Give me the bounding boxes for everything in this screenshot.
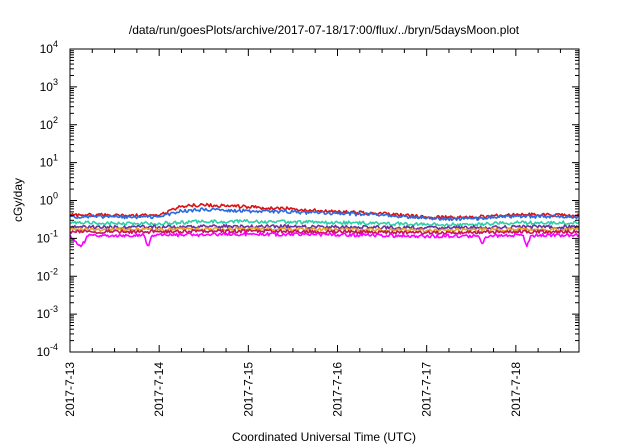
y-tick-base: 10 [40,42,54,56]
y-tick-base: 10 [40,118,54,132]
series-line-3 [69,218,580,227]
y-tick-exponent: 1 [53,153,58,163]
y-tick-exponent: 2 [53,115,58,125]
y-axis-label: cGy/day [11,178,25,222]
y-tick-label: 101 [40,153,58,170]
axes-layer: 10410310210110010-110-210-310-42017-7-13… [37,39,579,417]
y-tick-label: 103 [40,77,58,94]
y-tick-label: 102 [40,115,58,132]
x-tick-label: 2017-7-18 [509,362,523,417]
y-tick-label: 10-4 [37,342,58,359]
plot-frame [69,48,580,353]
x-tick-label: 2017-7-17 [420,362,434,417]
y-tick-label: 10-1 [37,228,58,245]
y-tick-label: 10-3 [37,304,58,321]
x-tick-label: 2017-7-16 [331,362,345,417]
y-tick-exponent: 4 [53,39,58,49]
y-tick-exponent: -2 [50,266,58,276]
y-tick-label: 100 [40,191,58,208]
x-tick-label: 2017-7-13 [63,362,77,417]
y-tick-exponent: -4 [50,342,58,352]
y-tick-base: 10 [40,156,54,170]
x-axis-label: Coordinated Universal Time (UTC) [232,430,416,444]
y-tick-base: 10 [40,80,54,94]
x-tick-label: 2017-7-14 [152,362,166,417]
y-tick-base: 10 [37,231,51,245]
y-tick-exponent: 0 [53,191,58,201]
series-layer [69,202,580,248]
chart-title: /data/run/goesPlots/archive/2017-07-18/1… [129,23,520,37]
y-tick-label: 10-2 [37,266,58,283]
x-tick-label: 2017-7-15 [241,362,255,417]
y-tick-base: 10 [37,307,51,321]
y-tick-exponent: 3 [53,77,58,87]
y-tick-exponent: -1 [50,228,58,238]
y-tick-base: 10 [37,345,51,359]
y-tick-exponent: -3 [50,304,58,314]
series-line-7 [69,231,580,248]
series-line-2 [69,207,580,222]
y-tick-label: 104 [40,39,58,56]
y-tick-base: 10 [40,194,54,208]
y-tick-base: 10 [37,269,51,283]
